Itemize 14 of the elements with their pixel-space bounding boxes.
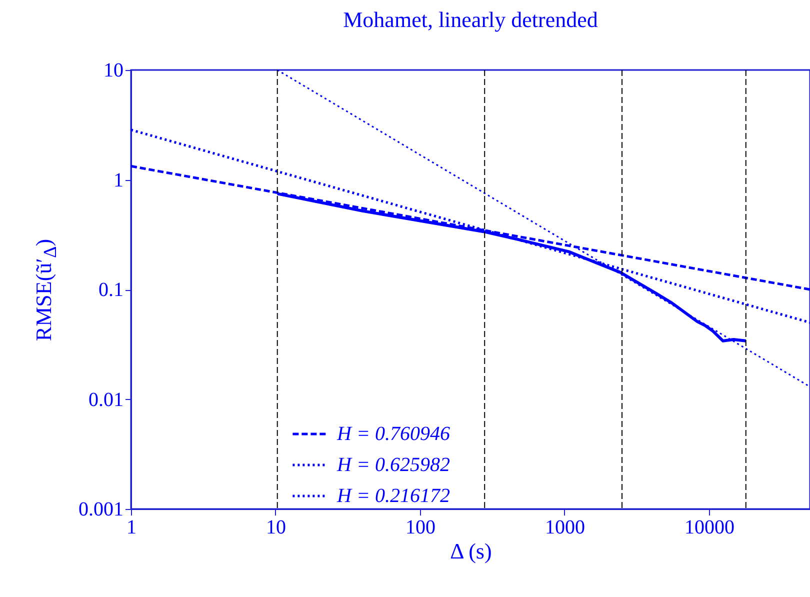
y-tick-label: 0.01 — [88, 388, 124, 411]
x-tick-label: 1000 — [545, 516, 585, 538]
x-tick-label: 10000 — [684, 516, 734, 538]
y-tick-label: 10 — [104, 60, 124, 82]
legend-label: H = 0.760946 — [336, 423, 450, 445]
x-tick-label: 100 — [406, 516, 436, 538]
legend-label: H = 0.625982 — [336, 454, 450, 476]
x-tick-label: 10 — [266, 516, 286, 538]
y-tick-label: 0.001 — [78, 498, 124, 520]
y-tick-label: 0.1 — [98, 279, 124, 301]
chart-title: Mohamet, linearly detrended — [343, 7, 598, 32]
x-axis-title: Δ (s) — [450, 538, 492, 564]
legend-label: H = 0.216172 — [336, 485, 450, 507]
y-tick-label: 1 — [114, 169, 124, 192]
